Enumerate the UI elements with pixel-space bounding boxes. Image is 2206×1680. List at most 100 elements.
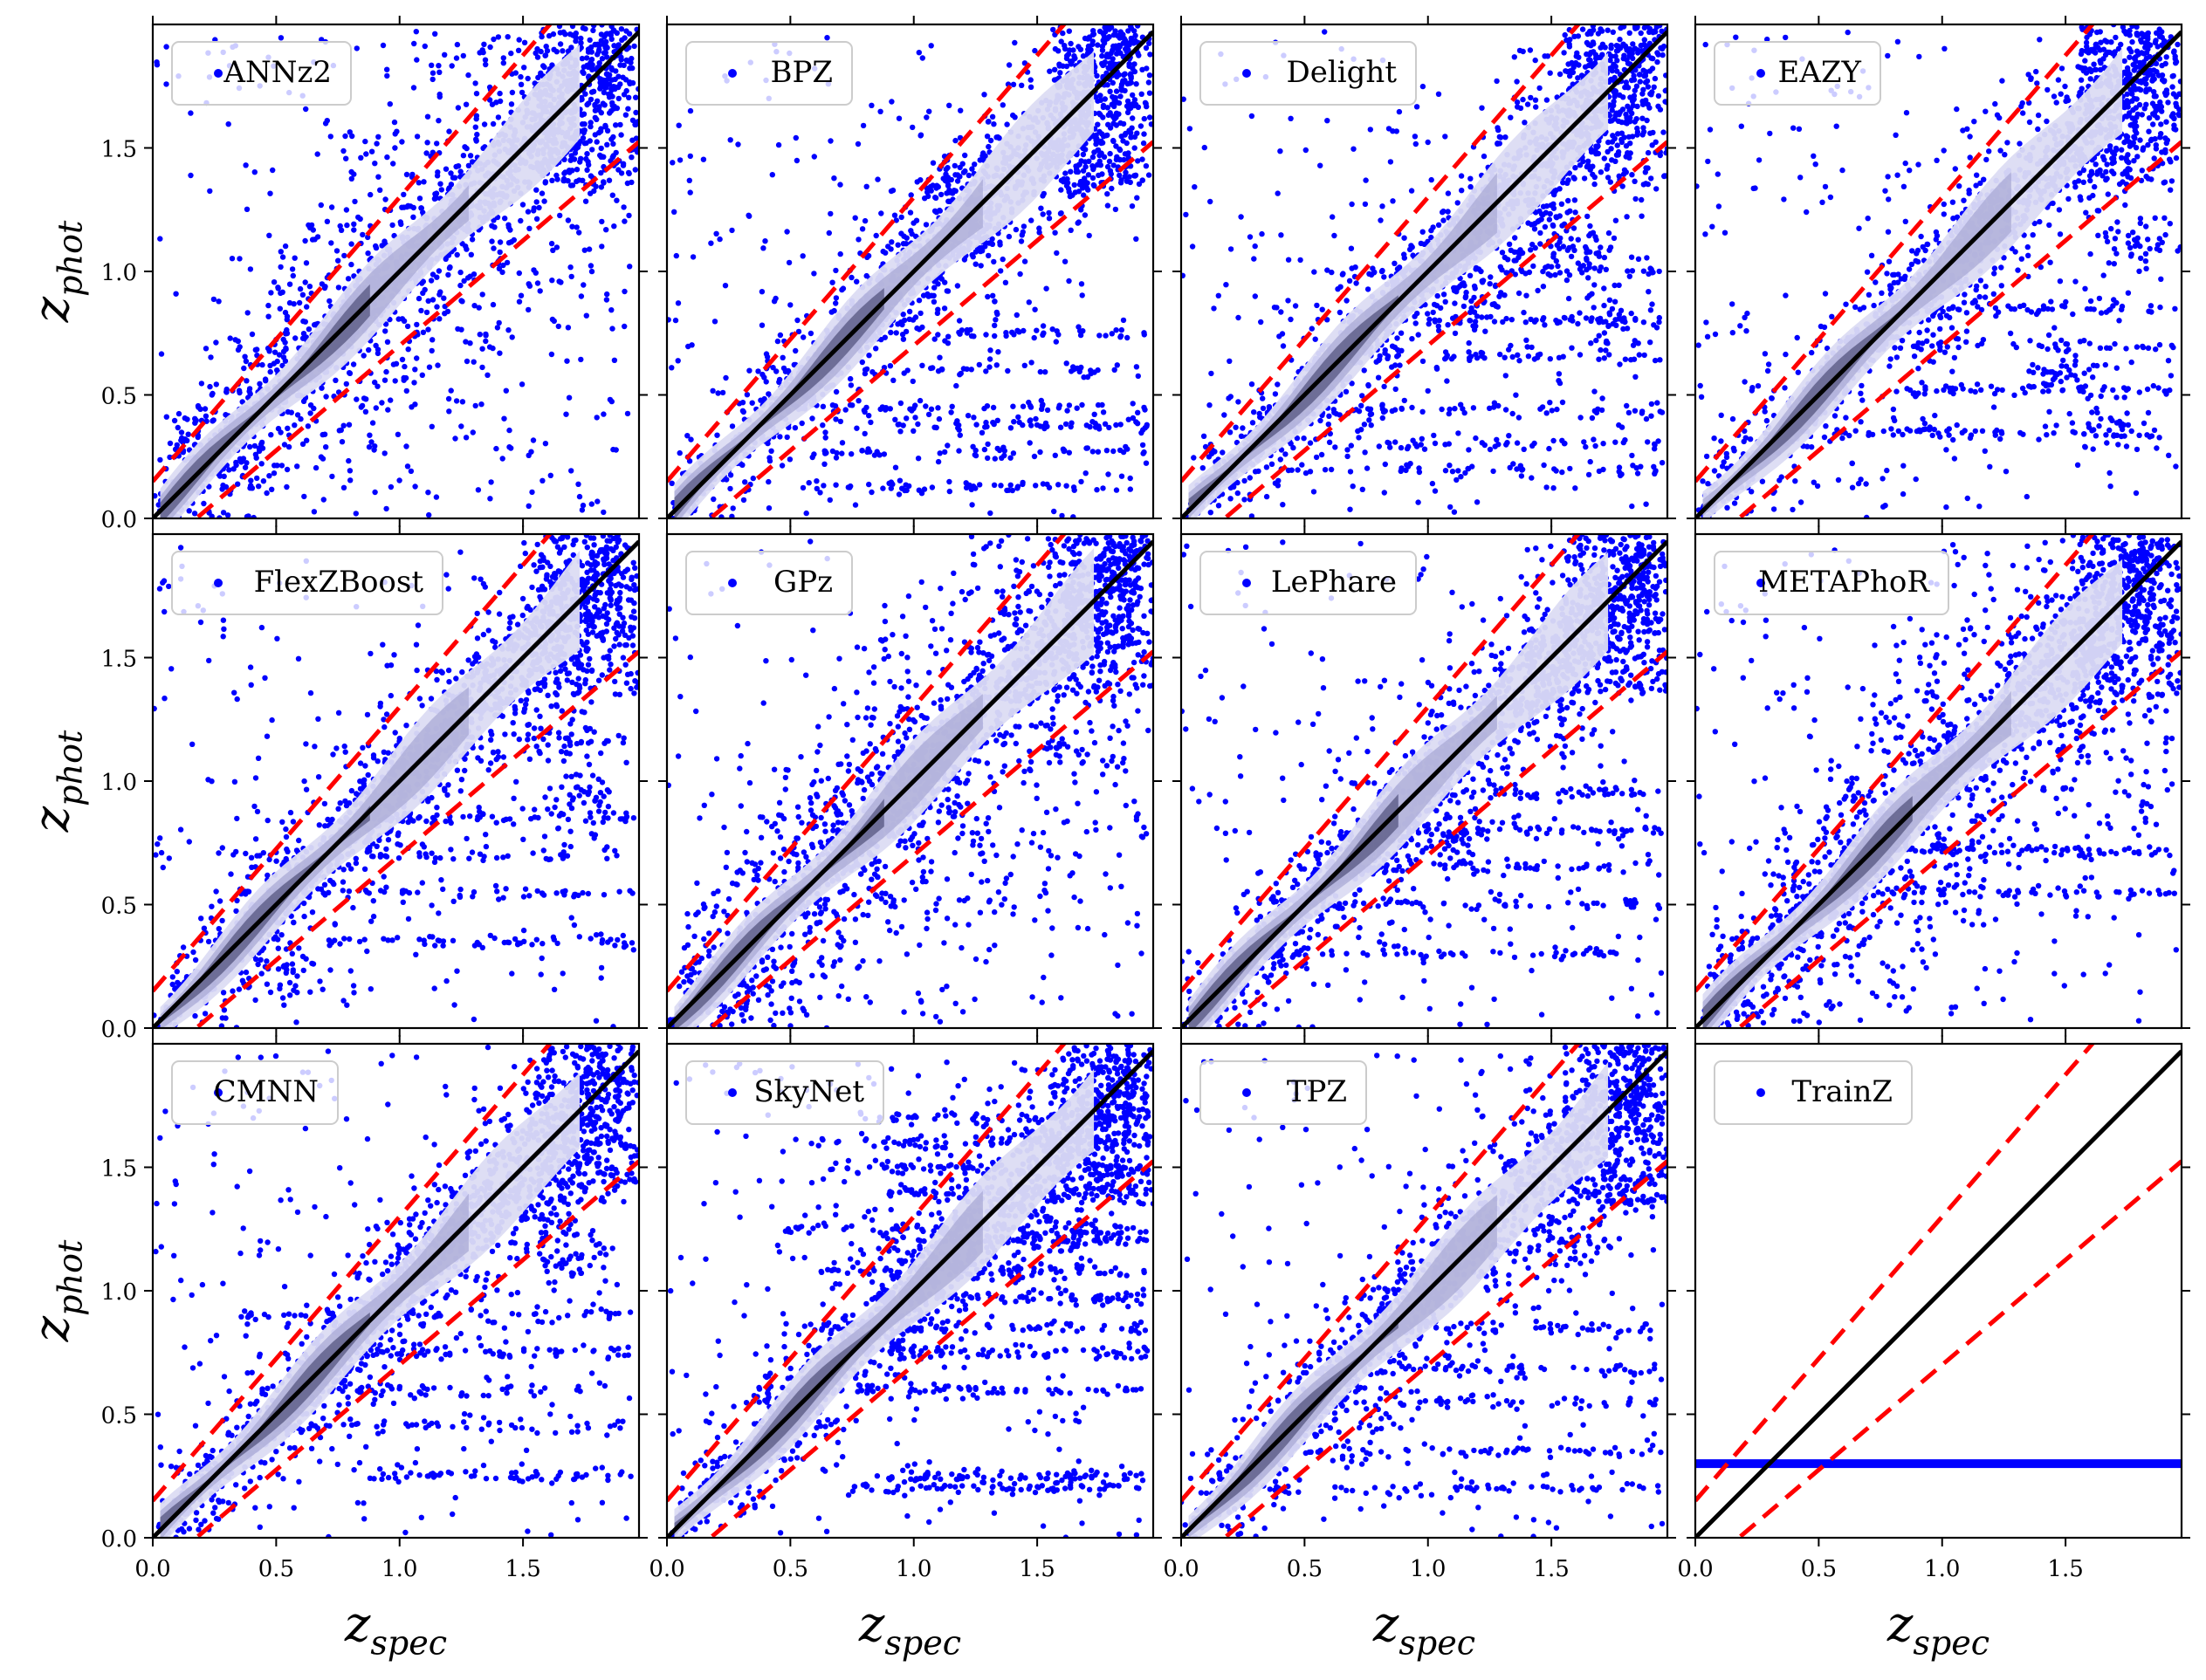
data-point xyxy=(863,183,869,189)
data-point xyxy=(299,441,306,447)
data-point xyxy=(311,405,317,412)
data-point xyxy=(1099,401,1105,408)
data-point xyxy=(303,106,309,113)
data-point xyxy=(604,71,610,78)
data-point xyxy=(490,120,497,127)
data-point xyxy=(347,370,353,376)
data-point xyxy=(333,248,340,254)
data-point xyxy=(856,398,862,404)
data-point xyxy=(920,292,927,298)
data-point xyxy=(567,264,574,271)
data-point xyxy=(239,399,245,405)
data-point xyxy=(587,138,593,144)
data-point xyxy=(1011,419,1017,425)
data-point xyxy=(820,422,826,429)
data-point xyxy=(276,352,283,358)
data-point xyxy=(580,69,586,75)
data-point xyxy=(337,223,343,230)
data-point xyxy=(717,236,723,243)
data-point xyxy=(1020,403,1027,409)
data-point xyxy=(904,415,910,422)
data-point xyxy=(319,385,325,391)
data-point xyxy=(423,150,430,156)
data-point xyxy=(713,230,719,237)
data-point xyxy=(1141,332,1148,338)
data-point xyxy=(943,166,950,173)
data-point xyxy=(1037,368,1044,375)
data-point xyxy=(311,509,318,515)
data-point xyxy=(910,378,917,385)
data-point xyxy=(629,117,636,123)
plot-area xyxy=(153,24,639,518)
data-point xyxy=(811,154,817,160)
data-point xyxy=(962,152,968,159)
data-point xyxy=(210,418,216,424)
data-point xyxy=(883,405,890,411)
data-point xyxy=(284,313,291,319)
data-point xyxy=(1089,154,1096,161)
data-point xyxy=(746,213,753,219)
data-point xyxy=(382,321,389,327)
data-point xyxy=(153,493,158,499)
data-point xyxy=(361,353,367,359)
data-point xyxy=(1093,141,1099,147)
data-point xyxy=(611,223,617,230)
legend: ANNz2 xyxy=(171,41,352,106)
data-point xyxy=(956,173,962,180)
data-point xyxy=(700,156,707,162)
data-point xyxy=(1063,55,1070,62)
data-point xyxy=(948,176,955,183)
data-point xyxy=(946,488,953,495)
data-point xyxy=(394,128,400,134)
data-point xyxy=(1598,169,1605,175)
data-point xyxy=(624,410,631,417)
data-point xyxy=(821,461,828,467)
data-point xyxy=(449,63,455,69)
data-point xyxy=(1143,45,1150,51)
data-point xyxy=(613,149,619,156)
data-point xyxy=(829,279,835,285)
data-point xyxy=(862,217,869,224)
data-point xyxy=(967,326,973,333)
data-point xyxy=(1112,206,1119,213)
data-point xyxy=(368,191,374,198)
data-point xyxy=(472,80,478,86)
data-point xyxy=(569,168,575,174)
data-point xyxy=(739,462,746,468)
data-point xyxy=(866,413,872,419)
data-point xyxy=(483,338,489,345)
data-point xyxy=(1554,94,1560,100)
data-point xyxy=(910,124,916,131)
data-point xyxy=(243,358,250,365)
data-point xyxy=(985,455,991,462)
data-point xyxy=(900,312,906,318)
data-point xyxy=(1106,53,1112,60)
data-point xyxy=(611,43,617,49)
data-point xyxy=(495,34,502,40)
data-point xyxy=(560,175,567,182)
data-point xyxy=(1113,114,1119,120)
data-point xyxy=(1117,156,1124,163)
data-point xyxy=(358,154,364,161)
data-point xyxy=(425,298,431,304)
data-point xyxy=(859,226,866,232)
panel-delight: Delight xyxy=(1172,16,1676,527)
data-point xyxy=(620,74,626,80)
data-point xyxy=(1426,316,1433,323)
data-point xyxy=(278,35,285,41)
data-point xyxy=(669,365,675,371)
data-point xyxy=(1010,81,1017,88)
data-point xyxy=(292,255,298,261)
data-point xyxy=(677,449,683,456)
data-point xyxy=(807,330,814,337)
y-tick-label: 0.5 xyxy=(101,384,137,410)
data-point xyxy=(1031,453,1038,460)
data-point xyxy=(220,510,227,516)
legend: BPZ xyxy=(685,41,853,106)
data-point xyxy=(1060,30,1066,37)
data-point xyxy=(264,490,270,497)
data-point xyxy=(1064,408,1070,414)
data-point xyxy=(1074,405,1080,411)
data-point xyxy=(610,446,616,453)
data-point xyxy=(596,46,602,53)
